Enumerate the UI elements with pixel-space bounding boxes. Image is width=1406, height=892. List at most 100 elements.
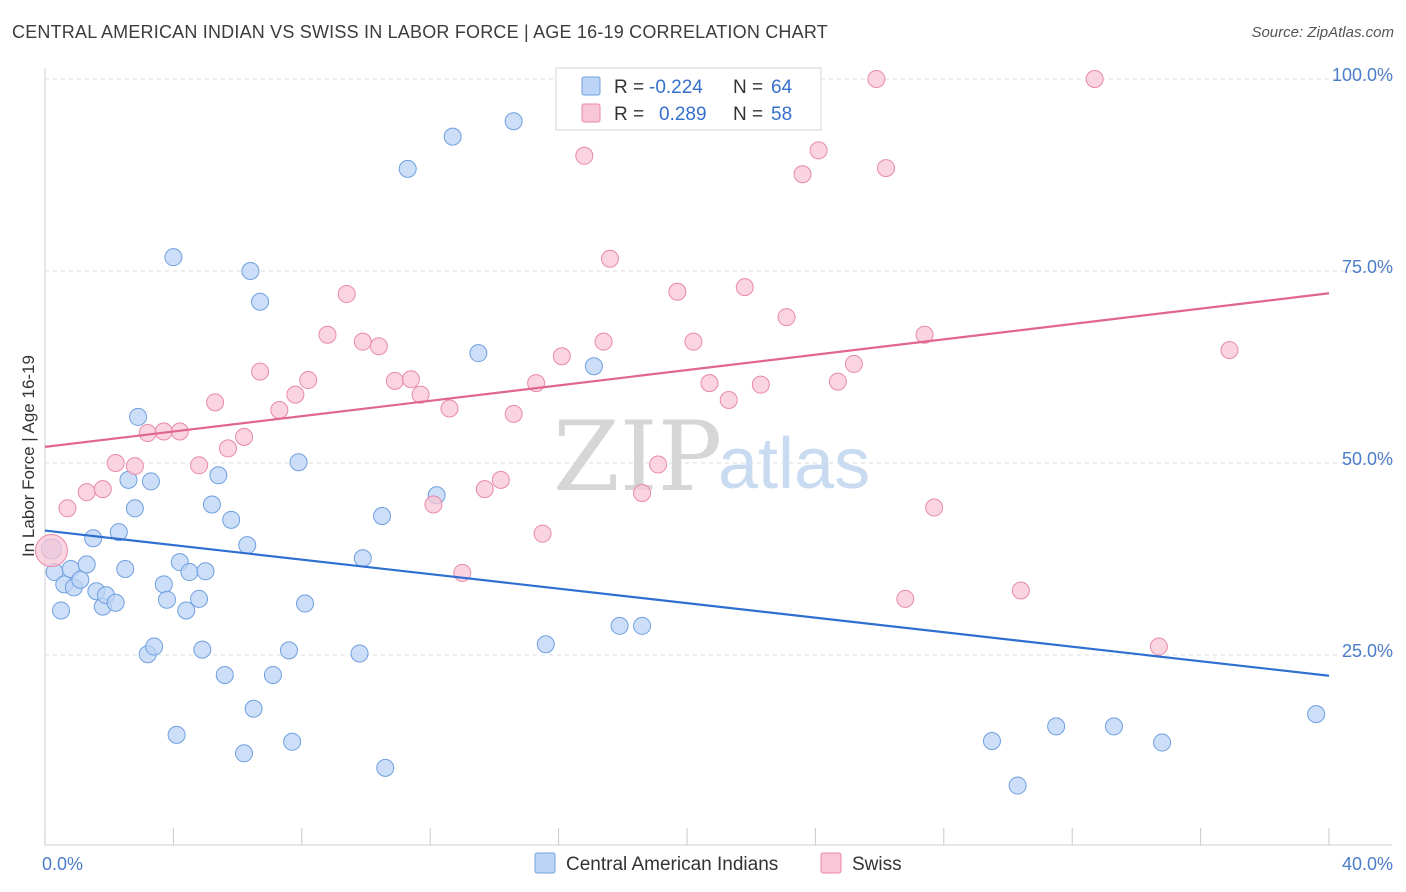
point-central-american-indians-55 [584, 357, 603, 376]
point-central-american-indians-62 [1153, 733, 1172, 752]
point-swiss-49 [867, 70, 886, 88]
point-swiss-32 [552, 347, 571, 366]
source-label: Source: ZipAtlas.com [1251, 24, 1394, 41]
point-central-american-indians-49 [398, 159, 417, 178]
point-central-american-indians-16 [125, 499, 144, 518]
point-central-american-indians-27 [180, 563, 199, 582]
point-swiss-22 [401, 370, 420, 389]
y-tick-label-25: 25.0% [1342, 641, 1393, 661]
point-swiss-43 [751, 375, 770, 394]
point-swiss-29 [504, 404, 523, 423]
point-swiss-39 [684, 332, 703, 351]
point-central-american-indians-63 [1307, 705, 1326, 724]
point-swiss-9 [190, 456, 209, 475]
point-swiss-41 [719, 391, 738, 410]
legend-swatch-pink [581, 103, 601, 123]
point-swiss-1 [58, 499, 77, 518]
legend: R = -0.224 N = 64 R = 0.289 N = 58 [555, 67, 822, 131]
point-central-american-indians-20 [145, 637, 164, 656]
legend-r-value-2: 0.289 [659, 104, 707, 125]
legend-swatch-blue [581, 76, 601, 96]
trendline-swiss [44, 292, 1330, 448]
point-swiss-56 [1149, 637, 1168, 656]
point-swiss-45 [793, 165, 812, 184]
point-central-american-indians-33 [215, 665, 234, 684]
point-central-american-indians-37 [241, 262, 260, 280]
legend-n-label-2: N = [733, 104, 763, 125]
point-central-american-indians-32 [209, 466, 228, 485]
point-central-american-indians-2 [52, 601, 71, 620]
point-swiss-28 [491, 470, 510, 489]
point-central-american-indians-36 [238, 536, 257, 555]
point-swiss-24 [424, 495, 443, 514]
point-central-american-indians-54 [536, 635, 555, 654]
watermark-atlas: atlas [718, 424, 870, 504]
x-tick-label-min: 0.0% [42, 854, 83, 874]
point-central-american-indians-46 [353, 549, 372, 568]
axes [44, 68, 1392, 846]
point-central-american-indians-19 [141, 472, 160, 491]
point-central-american-indians-52 [469, 344, 488, 363]
point-central-american-indians-12 [106, 593, 125, 612]
point-central-american-indians-61 [1104, 717, 1123, 736]
point-central-american-indians-58 [982, 732, 1001, 751]
point-central-american-indians-29 [193, 640, 212, 659]
point-swiss-19 [353, 332, 372, 351]
point-swiss-46 [809, 141, 828, 160]
point-central-american-indians-28 [190, 589, 209, 608]
series-swiss [34, 70, 1239, 656]
point-swiss-16 [299, 371, 318, 390]
point-central-american-indians-56 [610, 616, 629, 635]
y-tick-labels: 25.0% 50.0% 75.0% 100.0% [1332, 65, 1393, 661]
point-central-american-indians-23 [164, 248, 183, 267]
series-central-american-indians [40, 112, 1326, 795]
point-swiss-33 [575, 146, 594, 165]
point-swiss-12 [235, 427, 254, 446]
legend-n-label-1: N = [733, 77, 763, 98]
point-central-american-indians-47 [373, 506, 392, 525]
point-central-american-indians-21 [154, 575, 173, 594]
point-swiss-37 [649, 455, 668, 474]
point-swiss-17 [318, 325, 337, 344]
point-swiss-44 [777, 308, 796, 327]
point-central-american-indians-7 [77, 555, 96, 574]
bottom-legend-label-1: Central American Indians [566, 854, 778, 875]
point-swiss-3 [93, 480, 112, 499]
point-swiss-25 [440, 399, 459, 418]
point-central-american-indians-48 [376, 758, 395, 777]
y-tick-label-50: 50.0% [1342, 449, 1393, 469]
bottom-legend-label-2: Swiss [852, 854, 902, 875]
point-swiss-36 [633, 483, 652, 502]
point-swiss-13 [251, 362, 270, 381]
bottom-legend-swatch-pink [820, 852, 842, 874]
point-swiss-47 [828, 372, 847, 391]
bottom-legend: Central American Indians Swiss [534, 852, 902, 875]
chart-title: CENTRAL AMERICAN INDIAN VS SWISS IN LABO… [12, 22, 828, 42]
legend-r-label-2: R = [614, 104, 644, 125]
legend-r-value-1: -0.224 [649, 77, 703, 98]
point-swiss-5 [125, 457, 144, 476]
bottom-legend-swatch-blue [534, 852, 556, 874]
point-swiss-0 [34, 534, 68, 568]
point-swiss-2 [77, 483, 96, 502]
point-central-american-indians-14 [116, 559, 135, 578]
legend-n-value-1: 64 [771, 77, 793, 98]
point-central-american-indians-26 [177, 601, 196, 620]
point-swiss-54 [1011, 581, 1030, 600]
trendline-central-american-indians [44, 529, 1330, 677]
point-swiss-48 [844, 354, 863, 373]
point-central-american-indians-45 [350, 644, 369, 663]
point-swiss-35 [600, 249, 619, 268]
point-central-american-indians-43 [289, 453, 308, 472]
point-central-american-indians-17 [129, 407, 148, 426]
point-swiss-55 [1085, 70, 1104, 88]
point-central-american-indians-38 [244, 699, 263, 718]
legend-n-value-2: 58 [771, 104, 792, 125]
point-swiss-23 [411, 385, 430, 404]
point-central-american-indians-53 [504, 112, 523, 131]
point-swiss-4 [106, 454, 125, 472]
point-central-american-indians-59 [1008, 776, 1027, 795]
watermark: ZIP atlas [553, 401, 870, 513]
x-tick-label-max: 40.0% [1342, 854, 1393, 874]
